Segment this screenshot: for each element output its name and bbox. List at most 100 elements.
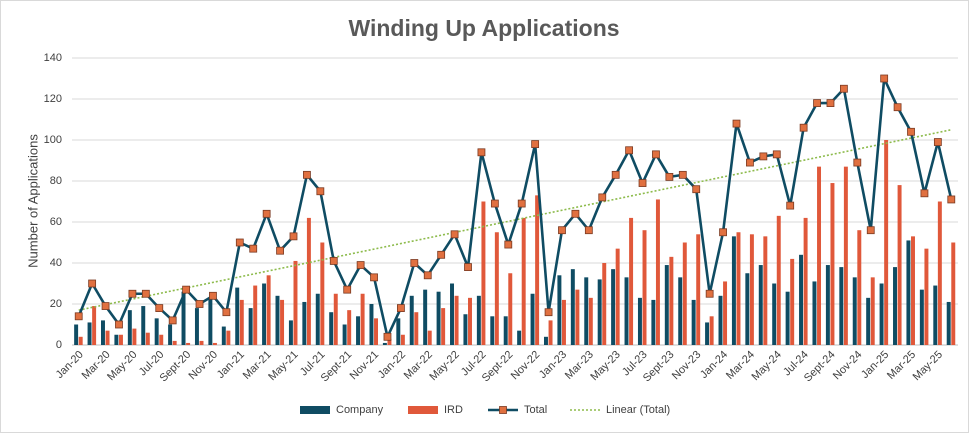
marker [101, 302, 110, 310]
bar [226, 330, 231, 345]
bar [879, 283, 884, 345]
bar [414, 312, 419, 345]
bar [132, 328, 137, 345]
marker [625, 146, 634, 155]
marker [464, 263, 472, 272]
bar [262, 283, 267, 345]
bar [584, 277, 589, 345]
marker [692, 185, 701, 194]
marker [262, 209, 271, 218]
marker [316, 187, 325, 196]
bar [468, 297, 472, 345]
marker [558, 226, 566, 235]
bar [347, 310, 352, 345]
bar [709, 316, 714, 345]
marker [249, 244, 258, 253]
bar [893, 267, 897, 345]
bar [723, 281, 728, 345]
bar [92, 306, 97, 345]
marker [893, 103, 902, 112]
marker [222, 308, 231, 317]
marker [115, 320, 123, 329]
bar [87, 322, 92, 345]
marker [477, 148, 486, 157]
bar [799, 254, 804, 345]
marker [786, 201, 795, 210]
bar [772, 283, 777, 345]
bar [356, 316, 361, 345]
marker [933, 138, 942, 146]
bar [946, 301, 951, 345]
bar [521, 217, 526, 345]
marker [410, 259, 419, 267]
bar [409, 295, 414, 345]
bar [785, 291, 790, 345]
bar [490, 316, 495, 345]
bar [369, 304, 374, 345]
bar [906, 240, 911, 345]
bar [100, 320, 105, 345]
bar [427, 330, 432, 345]
marker [141, 289, 150, 298]
bar [280, 299, 285, 345]
bar [933, 285, 938, 345]
bar [145, 332, 150, 345]
bar [494, 232, 499, 345]
bar [884, 140, 889, 345]
bar [557, 275, 562, 345]
bar [248, 308, 253, 345]
bar [852, 277, 857, 345]
bar [937, 201, 942, 345]
marker [719, 228, 727, 237]
bar [396, 318, 401, 345]
bar [172, 340, 177, 345]
marker [356, 261, 365, 269]
bar [669, 256, 674, 345]
legend-label: IRD [444, 404, 463, 416]
marker [531, 140, 540, 149]
bar [154, 318, 159, 345]
bar [508, 273, 513, 345]
bar [588, 297, 593, 345]
marker [209, 291, 217, 300]
bar [382, 342, 387, 345]
bar [718, 295, 723, 345]
marker [907, 127, 915, 136]
marker [544, 308, 553, 317]
y-tick-label: 60 [50, 216, 62, 228]
bar [454, 295, 459, 345]
bar [159, 334, 164, 345]
bar [329, 312, 334, 345]
marker [155, 304, 164, 313]
marker [813, 99, 821, 107]
bar [239, 299, 244, 345]
bar [342, 324, 347, 345]
y-axis-label: Number of Applications [25, 134, 40, 268]
bar [168, 324, 173, 345]
bar [655, 199, 660, 345]
marker [598, 193, 607, 202]
bar [897, 185, 902, 345]
marker [289, 232, 298, 241]
bar [302, 301, 307, 345]
marker [732, 119, 741, 128]
chart-title: Winding Up Applications [348, 15, 619, 41]
bar [696, 234, 701, 345]
bar [843, 166, 848, 345]
marker [772, 150, 781, 159]
y-tick-label: 140 [44, 52, 62, 64]
bar [758, 265, 763, 345]
marker [866, 226, 875, 235]
bar [535, 195, 540, 345]
bar [333, 293, 338, 345]
bar [839, 267, 844, 345]
bar [530, 293, 535, 345]
marker [947, 195, 956, 204]
bar [235, 287, 240, 345]
bar [423, 289, 428, 345]
bar [611, 269, 616, 345]
bar [812, 281, 817, 345]
marker [826, 99, 835, 107]
marker [504, 240, 513, 249]
